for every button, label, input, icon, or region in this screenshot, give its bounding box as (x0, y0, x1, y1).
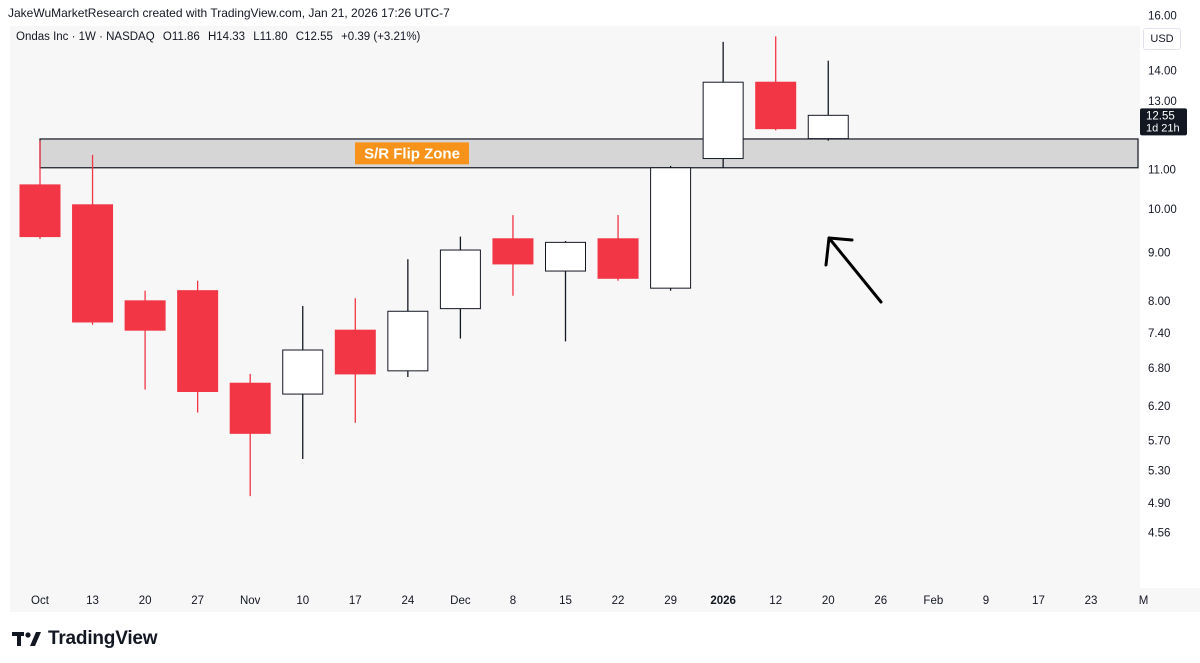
candle-body (492, 238, 534, 265)
candle-body (545, 241, 586, 272)
candle (650, 165, 692, 291)
legend-high: H14.33 (207, 31, 246, 43)
candle-body (229, 382, 271, 434)
y-tick-label: 10.00 (1148, 204, 1177, 216)
x-tick-label: 24 (401, 595, 414, 607)
tradingview-logo[interactable]: TradingView (12, 628, 158, 650)
candle-body (439, 249, 481, 310)
tradingview-logo-text: TradingView (48, 628, 158, 649)
candle (702, 41, 744, 168)
last-price-badge (1140, 108, 1187, 136)
candle-body (124, 300, 166, 331)
y-tick-label: 5.70 (1148, 436, 1170, 448)
x-tick-label: 20 (139, 595, 152, 607)
candle-body (597, 238, 639, 279)
countdown-label: 1d 21h (1146, 122, 1180, 134)
y-tick-label: 7.40 (1148, 328, 1170, 340)
y-tick-label: 5.30 (1148, 465, 1170, 477)
legend-symbol: Ondas Inc · 1W · NASDAQ (16, 31, 155, 43)
y-tick-label: 11.00 (1148, 165, 1176, 177)
x-tick-label: 17 (1032, 595, 1045, 607)
y-tick-label: 14.00 (1148, 65, 1177, 77)
candle (72, 154, 114, 325)
candle (334, 298, 376, 423)
legend-low: L11.80 (253, 31, 288, 43)
candle (19, 140, 61, 239)
candle (755, 36, 797, 131)
chart-credit: JakeWuMarketResearch created with Tradin… (8, 6, 450, 20)
candle-body (387, 310, 429, 372)
x-tick-label: 17 (349, 595, 362, 607)
x-tick-label: 10 (296, 595, 309, 607)
y-tick-label: 16.00 (1148, 10, 1177, 22)
x-tick-label: 8 (510, 595, 516, 607)
currency-button[interactable]: USD (1143, 28, 1181, 50)
legend-open: O11.86 (162, 31, 200, 43)
candle-body (19, 184, 61, 238)
x-tick-label: 23 (1085, 595, 1098, 607)
x-tick-label: 9 (983, 595, 989, 607)
candle (807, 60, 849, 141)
sr-flip-zone (39, 138, 1139, 169)
y-tick-label: 9.00 (1148, 247, 1170, 259)
arrow-head (824, 236, 854, 267)
candle (229, 373, 271, 497)
candle (597, 215, 639, 281)
x-tick-label: 29 (664, 595, 677, 607)
x-tick-label: 20 (822, 595, 835, 607)
candle (387, 259, 429, 377)
candle-body (807, 114, 849, 140)
footer-bar (0, 612, 1200, 663)
candle (124, 290, 166, 390)
x-tick-label: 13 (86, 595, 99, 607)
x-tick-label: Nov (240, 595, 261, 607)
y-tick-label: 8.00 (1148, 296, 1170, 308)
candle-body (177, 290, 219, 392)
y-tick-label: 13.00 (1148, 96, 1177, 108)
arrow-shaft (827, 236, 883, 304)
y-tick-label: 6.80 (1148, 363, 1170, 375)
candle (282, 306, 324, 459)
candle-body (72, 204, 114, 323)
x-tick-label: 12 (769, 595, 782, 607)
candle-body (755, 81, 797, 130)
time-axis[interactable] (10, 588, 1200, 612)
symbol-legend[interactable]: Ondas Inc · 1W · NASDAQ O11.86 H14.33 L1… (16, 31, 425, 43)
candle (545, 241, 586, 342)
last-price-label: 12.55 (1146, 110, 1175, 122)
x-tick-label: Dec (450, 595, 471, 607)
x-tick-label: M (1139, 595, 1149, 607)
candle-body (702, 81, 744, 160)
x-tick-label: Feb (923, 595, 943, 607)
zone-label: S/R Flip Zone (364, 145, 460, 162)
candle (492, 215, 534, 296)
tradingview-logo-icon (12, 632, 41, 646)
candle-body (650, 167, 692, 289)
zone-label-box (355, 142, 469, 165)
x-tick-label: 27 (191, 595, 204, 607)
y-tick-label: 4.56 (1148, 527, 1170, 539)
y-tick-label: 6.20 (1148, 401, 1170, 413)
candle (439, 236, 481, 339)
candle (177, 280, 219, 413)
x-tick-label: Oct (31, 595, 50, 607)
x-tick-label: 2026 (710, 595, 736, 607)
candle-body (334, 329, 376, 375)
x-tick-label: 15 (559, 595, 572, 607)
y-tick-label: 4.90 (1148, 498, 1170, 510)
candle-body (282, 349, 324, 395)
x-tick-label: 22 (612, 595, 625, 607)
legend-change: +0.39 (+3.21%) (341, 31, 421, 43)
legend-close: C12.55 (295, 31, 333, 43)
x-tick-label: 26 (874, 595, 887, 607)
